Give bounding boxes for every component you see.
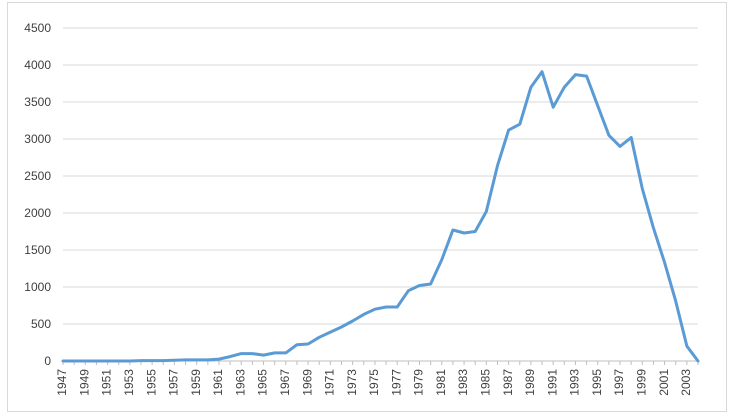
- y-tick-label: 500: [31, 317, 51, 331]
- y-tick-label: 4500: [24, 21, 51, 35]
- x-tick-label: 1957: [167, 369, 181, 396]
- chart-frame: 0 500 1000 1500 2000 2500 3000 3500 4000 4500 194…: [7, 2, 727, 412]
- x-tick-label: 1961: [211, 369, 225, 396]
- y-tick-label: 4000: [24, 58, 51, 72]
- x-tick-label: 1951: [100, 369, 114, 396]
- x-tick-label: 1971: [323, 369, 337, 396]
- x-tick-label: 1949: [77, 369, 91, 396]
- x-tick-label: 1981: [434, 369, 448, 396]
- x-axis: 1947 1949 1951 1953 1955 1957 1959 1961 1963 1965…: [55, 360, 699, 396]
- y-axis-tick-labels: 0 500 1000 1500 2000 2500 3000 3500 4000 4500: [24, 21, 51, 368]
- x-tick-label: 1991: [545, 369, 559, 396]
- y-tick-label: 2500: [24, 169, 51, 183]
- x-tick-label: 1987: [501, 369, 515, 396]
- x-tick-label: 1955: [144, 369, 158, 396]
- x-tick-label: 1975: [367, 369, 381, 396]
- y-tick-label: 2000: [24, 206, 51, 220]
- x-tick-label: 1985: [479, 369, 493, 396]
- x-tick-label: 1963: [233, 369, 247, 396]
- x-tick-label: 1997: [612, 369, 626, 396]
- x-tick-label: 2003: [679, 369, 693, 396]
- x-tick-label: 1967: [278, 369, 292, 396]
- y-tick-label: 3000: [24, 132, 51, 146]
- line-chart: 0 500 1000 1500 2000 2500 3000 3500 4000 4500 194…: [24, 21, 700, 396]
- x-tick-label: 1983: [456, 369, 470, 396]
- x-tick-label: 2001: [657, 369, 671, 396]
- x-tick-label: 1959: [189, 369, 203, 396]
- x-tick-label: 1999: [634, 369, 648, 396]
- y-tick-label: 0: [44, 354, 51, 368]
- y-tick-label: 3500: [24, 95, 51, 109]
- y-tick-label: 1000: [24, 280, 51, 294]
- x-tick-label: 1989: [523, 369, 537, 396]
- x-tick-label: 1995: [590, 369, 604, 396]
- y-tick-label: 1500: [24, 243, 51, 257]
- x-tick-label: 1977: [389, 369, 403, 396]
- x-tick-label: 1947: [55, 369, 69, 396]
- x-tick-label: 1979: [412, 369, 426, 396]
- x-tick-label: 1993: [568, 369, 582, 396]
- series-line-0: [61, 70, 700, 363]
- data-series: [61, 70, 700, 363]
- x-tick-label: 1953: [122, 369, 136, 396]
- x-tick-label: 1969: [300, 369, 314, 396]
- x-tick-label: 1965: [256, 369, 270, 396]
- x-tick-label: 1973: [345, 369, 359, 396]
- gridlines: [63, 27, 698, 325]
